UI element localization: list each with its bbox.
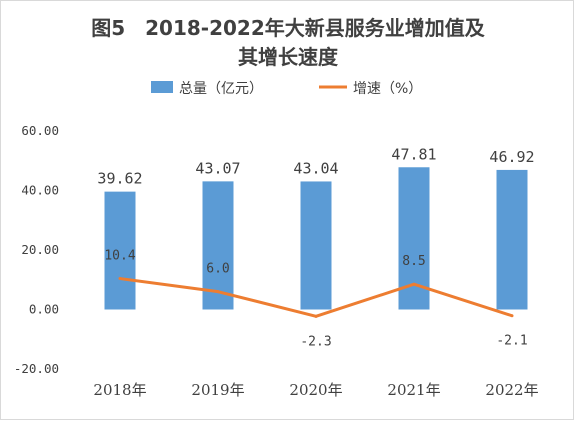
- growth-point: [216, 290, 220, 294]
- x-tick-label: 2021年: [387, 381, 440, 399]
- x-tick-label: 2022年: [485, 381, 538, 399]
- y-tick-label: -20.00: [14, 361, 59, 376]
- bar-value-label: 39.62: [97, 170, 142, 188]
- growth-point: [412, 282, 416, 286]
- growth-point: [314, 314, 318, 318]
- y-tick-label: 20.00: [21, 242, 59, 257]
- growth-value-label: 6.0: [206, 262, 229, 277]
- y-tick-label: 60.00: [21, 123, 59, 138]
- growth-line: [118, 277, 514, 318]
- bar: [104, 191, 136, 310]
- chart-title-line-1: 图5 2018-2022年大新县服务业增加值及: [91, 16, 486, 40]
- bar: [398, 167, 430, 310]
- bar: [496, 169, 528, 310]
- legend: 总量（亿元） 增速（%）: [151, 81, 422, 97]
- growth-value-label: 8.5: [402, 254, 425, 269]
- bar-value-label: 46.92: [489, 148, 534, 166]
- bar-value-label: 47.81: [391, 145, 436, 163]
- axis: -20.00 0.00 20.00 40.00 60.00 2018年 2019年 2020年…: [14, 123, 539, 399]
- legend-label-growth: 增速（%）: [353, 81, 422, 97]
- data-labels: 39.62 43.07 43.04 47.81 46.92 10.4 6.0 -2.3 8.5 -…: [97, 145, 534, 349]
- y-tick-label: 40.00: [21, 183, 59, 198]
- growth-point: [118, 277, 122, 281]
- legend-label-total: 总量（亿元）: [179, 81, 263, 97]
- y-tick-label: 0.00: [29, 302, 59, 317]
- bars: [104, 167, 528, 310]
- x-tick-label: 2019年: [191, 381, 244, 399]
- bar-value-label: 43.07: [195, 159, 240, 177]
- growth-value-label: -2.1: [496, 334, 527, 349]
- growth-value-label: -2.3: [300, 334, 331, 349]
- chart-title-line-2: 其增长速度: [238, 45, 339, 69]
- growth-point: [510, 314, 514, 318]
- bar-value-label: 43.04: [293, 159, 338, 177]
- bar: [202, 181, 234, 310]
- x-tick-label: 2018年: [93, 381, 146, 399]
- growth-value-label: 10.4: [104, 249, 135, 264]
- x-tick-label: 2020年: [289, 381, 342, 399]
- bar: [300, 181, 332, 310]
- legend-swatch-total: [151, 81, 173, 93]
